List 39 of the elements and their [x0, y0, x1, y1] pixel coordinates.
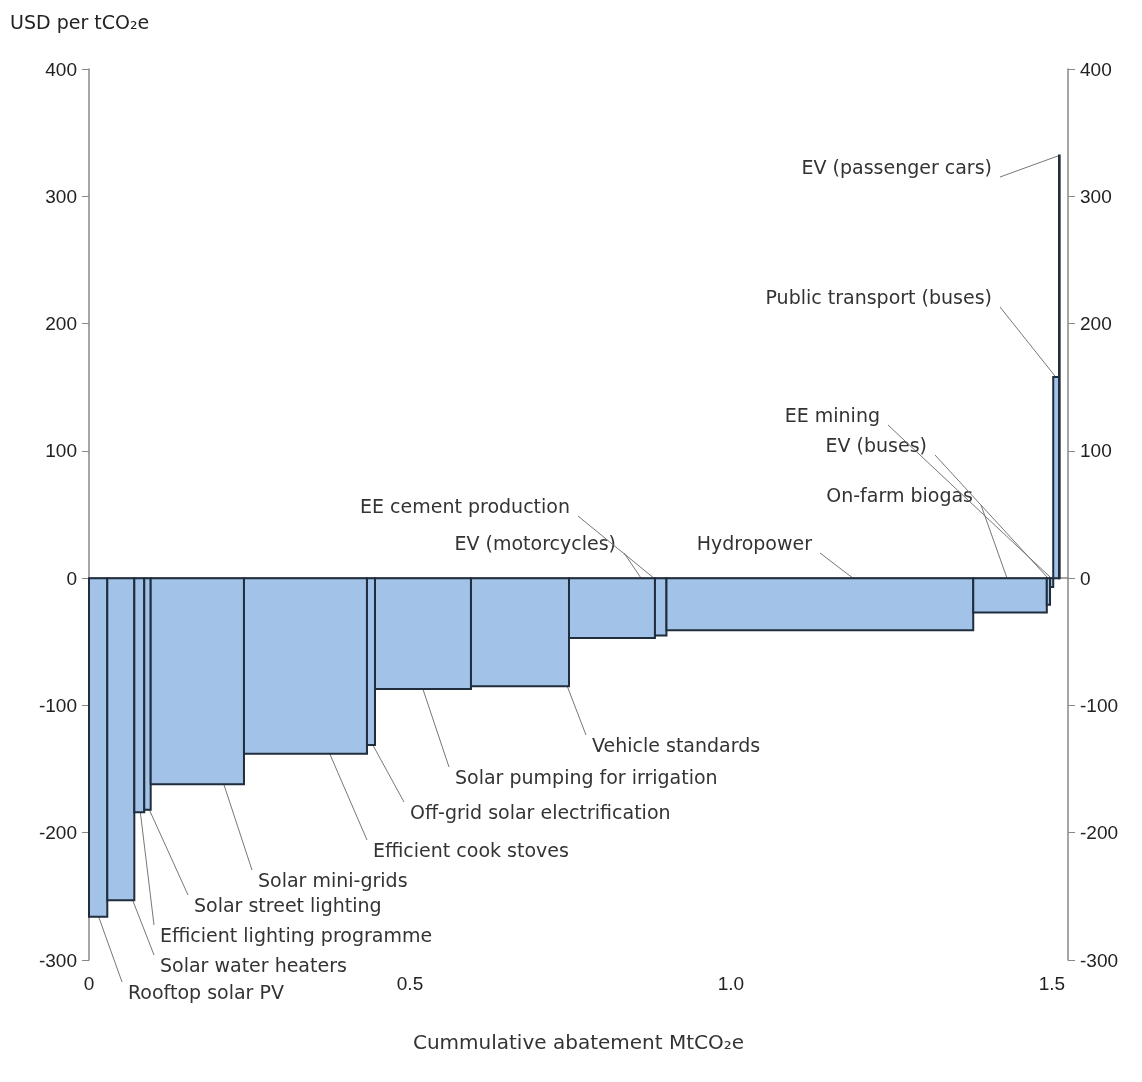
annotation: Solar water heaters: [160, 954, 347, 976]
annotation: Efficient lighting programme: [160, 924, 433, 946]
y-tick-label: -200: [38, 822, 77, 844]
y-axis-title: USD per tCO₂e: [10, 10, 150, 33]
annotation: EV (passenger cars): [801, 156, 992, 178]
y-tick-label: 300: [45, 185, 77, 207]
y2-tick-label: -100: [1080, 694, 1119, 716]
y-tick-label: 400: [45, 58, 77, 80]
x-tick-label: 0.5: [396, 973, 424, 994]
annotation: Solar street lighting: [194, 894, 382, 916]
annotation: EV (buses): [825, 434, 927, 456]
y-tick-label: -300: [38, 949, 77, 971]
y2-tick-label: 0: [1080, 567, 1091, 589]
annotation: Rooftop solar PV: [128, 981, 284, 1003]
y2-tick-label: 300: [1080, 185, 1112, 207]
annotation: Solar pumping for irrigation: [455, 766, 718, 788]
y2-tick-label: 200: [1080, 313, 1112, 335]
annotation: On-farm biogas: [826, 484, 973, 506]
x-axis-title: Cummulative abatement MtCO₂e: [412, 1030, 745, 1054]
annotation: Hydropower: [696, 532, 813, 554]
annotation: EE cement production: [360, 495, 570, 517]
y-tick-label: 0: [66, 567, 77, 589]
y-tick-label: 100: [45, 440, 77, 462]
annotation: Efficient cook stoves: [373, 839, 569, 861]
annotation: Off-grid solar electrification: [410, 801, 671, 823]
annotation: Solar mini-grids: [258, 869, 408, 891]
y2-tick-label: 100: [1080, 440, 1112, 462]
y2-tick-label: -300: [1080, 949, 1119, 971]
annotation: Vehicle standards: [592, 734, 761, 756]
y-tick-label: 200: [45, 313, 77, 335]
y2-tick-label: 400: [1080, 58, 1112, 80]
y2-tick-label: -200: [1080, 822, 1119, 844]
x-tick-label: 1.0: [717, 973, 745, 994]
y-tick-label: -100: [38, 694, 77, 716]
annotation: Public transport (buses): [765, 286, 992, 308]
annotation: EE mining: [784, 404, 880, 426]
x-tick-label: 0: [83, 973, 95, 994]
x-tick-label: 1.5: [1038, 973, 1066, 994]
annotation: EV (motorcycles): [454, 532, 616, 554]
